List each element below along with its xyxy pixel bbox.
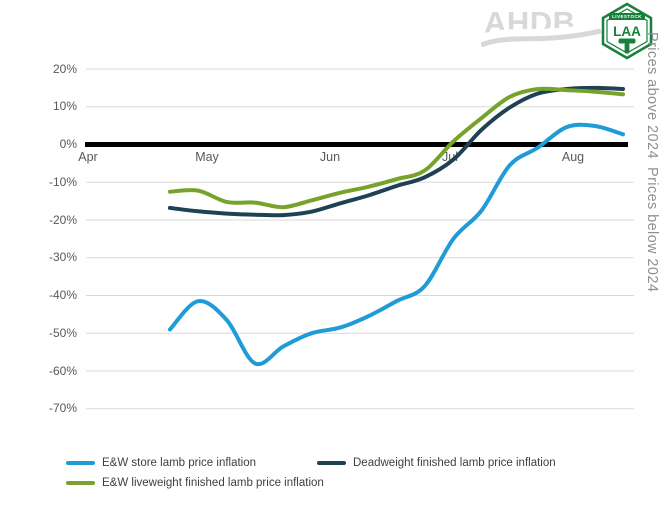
prices-below-2024-label: Prices below 2024: [644, 167, 660, 293]
legend-line-swatch: [317, 461, 346, 465]
legend-label: E&W store lamb price inflation: [102, 457, 257, 469]
legend-item: E&W liveweight finished lamb price infla…: [66, 476, 324, 490]
legend-item: Deadweight finished lamb price inflation: [317, 456, 556, 470]
series-line-1: [167, 122, 625, 367]
x-axis-label: Apr: [78, 150, 98, 164]
legend-label: E&W liveweight finished lamb price infla…: [102, 477, 324, 489]
y-axis-label: -40%: [48, 288, 77, 302]
laa-logo: LIVESTOCK LAA: [601, 2, 653, 60]
legend-line-swatch: [66, 481, 95, 485]
ahdb-swoosh-mask: [481, 21, 603, 43]
x-axis-label: Aug: [561, 150, 585, 164]
legend-item: E&W store lamb price inflation: [66, 456, 256, 470]
laa-banner: [609, 13, 645, 20]
zero-line: [85, 142, 628, 147]
legend-line-swatch: [66, 461, 95, 465]
y-axis-label: -60%: [48, 364, 77, 378]
y-axis-label: -20%: [48, 213, 77, 227]
y-axis-label: 10%: [52, 99, 77, 113]
prices-above-2024-label: Prices above 2024: [644, 32, 660, 159]
laa-logo-text: LAA: [613, 24, 641, 39]
y-axis-label: -10%: [48, 175, 77, 189]
y-axis-label: 20%: [52, 62, 77, 76]
series-line-2: [167, 85, 625, 218]
x-axis-label: Jun: [319, 150, 341, 164]
legend-label: Deadweight finished lamb price inflation: [353, 457, 556, 469]
y-axis-label: -50%: [48, 326, 77, 340]
laa-gavel-head: [618, 38, 636, 44]
series-line-3: [167, 86, 625, 210]
x-axis-label: May: [195, 150, 219, 164]
laa-banner-text: LIVESTOCK: [612, 14, 642, 19]
ahdb-logo: AHDB: [481, 5, 603, 48]
y-axis-label: 0%: [59, 137, 77, 151]
ahdb-swoosh: [481, 28, 602, 48]
y-axis-label: -30%: [48, 250, 77, 264]
y-axis-label: -70%: [48, 401, 77, 415]
laa-gavel-handle: [624, 43, 630, 54]
